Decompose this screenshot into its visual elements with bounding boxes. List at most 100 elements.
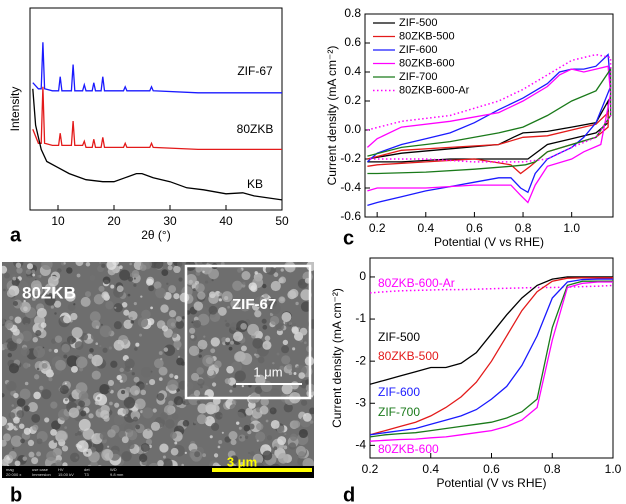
texture (289, 433, 298, 441)
texture (228, 346, 233, 351)
texture (300, 399, 308, 406)
texture (275, 322, 284, 332)
x-tick-label: 0.6 (466, 221, 483, 235)
texture (4, 424, 9, 429)
texture (21, 330, 33, 342)
texture (113, 339, 125, 351)
texture (229, 389, 233, 393)
info-text: 20 000 x (6, 472, 21, 477)
info-text: T3 (84, 472, 89, 477)
texture (41, 262, 53, 270)
texture (129, 316, 133, 321)
texture (254, 296, 266, 308)
texture (80, 332, 89, 341)
texture (193, 320, 202, 328)
texture (3, 272, 10, 279)
x-tick-label: 10 (51, 214, 65, 228)
legend-label: ZIF-700 (399, 71, 438, 83)
texture (298, 372, 306, 379)
texture (158, 351, 163, 355)
texture (283, 403, 293, 413)
texture (276, 352, 280, 356)
texture (114, 306, 117, 309)
inset-label: ZIF-67 (232, 296, 276, 313)
texture (163, 458, 173, 468)
x-tick-label: 0.4 (422, 462, 439, 476)
texture (281, 355, 291, 365)
series-line (32, 86, 282, 151)
texture (131, 269, 140, 278)
legend-label: 80ZKB-500 (399, 30, 455, 42)
texture (57, 268, 62, 273)
texture (121, 451, 132, 462)
y-tick-label: -0.2 (340, 151, 361, 165)
texture (51, 420, 61, 430)
info-text: det (84, 467, 90, 472)
texture (129, 262, 132, 266)
texture (239, 300, 251, 312)
texture (69, 452, 80, 463)
texture (288, 442, 297, 450)
texture (215, 411, 223, 420)
texture (217, 445, 221, 449)
texture (22, 362, 30, 369)
texture (160, 412, 169, 420)
y-tick-label: -3 (355, 395, 366, 409)
texture (100, 410, 110, 420)
texture (265, 419, 269, 423)
texture (230, 439, 237, 446)
texture (16, 410, 25, 418)
texture (224, 378, 231, 385)
texture (101, 291, 109, 299)
x-tick-label: 20 (107, 214, 121, 228)
texture (281, 312, 292, 322)
texture (190, 334, 195, 339)
x-tick-label: 40 (219, 214, 233, 228)
texture (140, 295, 143, 298)
texture (14, 460, 21, 467)
texture (238, 434, 246, 442)
texture (91, 354, 103, 367)
texture (94, 400, 100, 406)
texture (75, 356, 88, 369)
texture (132, 416, 139, 422)
texture (248, 395, 257, 404)
texture (27, 401, 38, 413)
texture (202, 270, 205, 273)
texture (20, 438, 25, 444)
texture (208, 305, 218, 315)
texture (240, 353, 253, 365)
series-line (370, 281, 613, 442)
texture (226, 365, 234, 374)
texture (32, 424, 39, 431)
texture (218, 298, 222, 302)
series-label: ZIF-500 (378, 330, 420, 344)
texture (240, 345, 247, 352)
texture (177, 355, 181, 359)
series-line (370, 277, 613, 436)
texture (116, 374, 122, 381)
texture (44, 417, 50, 423)
texture (76, 440, 89, 453)
texture (34, 374, 40, 380)
texture (163, 347, 169, 352)
y-tick-label: 0 (359, 269, 366, 283)
texture (8, 451, 17, 460)
texture (6, 289, 16, 298)
texture (27, 439, 35, 447)
texture (230, 340, 235, 345)
texture (279, 276, 287, 284)
texture (110, 360, 118, 368)
texture (76, 405, 81, 410)
texture (176, 262, 183, 267)
texture (14, 316, 22, 324)
texture (99, 383, 110, 395)
texture (90, 332, 99, 341)
texture (25, 269, 32, 275)
texture (262, 283, 267, 289)
x-tick-label: 1.0 (563, 221, 580, 235)
texture (169, 431, 177, 439)
texture (74, 432, 78, 436)
texture (217, 306, 227, 316)
